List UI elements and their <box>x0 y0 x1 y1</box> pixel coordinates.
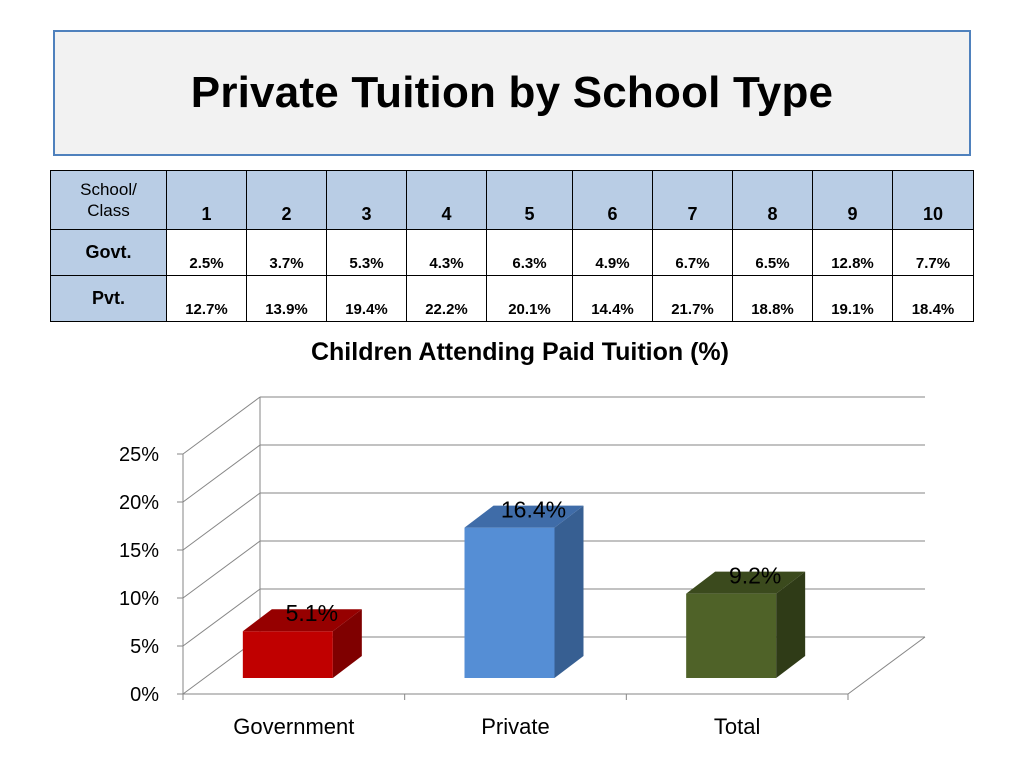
table-cell: 2.5% <box>166 229 247 276</box>
table-cell: 22.2% <box>406 275 487 322</box>
tuition-table: School/ Class 1 2 3 4 5 6 7 8 9 10 Govt.… <box>50 170 974 322</box>
table-cell: 12.8% <box>812 229 893 276</box>
row-label: Pvt. <box>50 275 167 322</box>
page-title: Private Tuition by School Type <box>190 68 834 117</box>
row-label: Govt. <box>50 229 167 276</box>
x-category-label: Government <box>233 714 354 739</box>
table-cell: 19.1% <box>812 275 893 322</box>
y-tick-label: 20% <box>119 492 159 514</box>
class-header: 2 <box>246 170 327 230</box>
table-cell: 14.4% <box>572 275 653 322</box>
bar-front-total <box>686 593 777 678</box>
bar-front-private <box>464 527 555 678</box>
corner-label-class: Class <box>87 201 130 220</box>
bar-front-government <box>242 631 333 678</box>
class-header: 10 <box>892 170 974 230</box>
table-cell: 5.3% <box>326 229 407 276</box>
y-tick-label: 10% <box>119 588 159 610</box>
table-row-pvt: Pvt. 12.7% 13.9% 19.4% 22.2% 20.1% 14.4%… <box>50 275 974 322</box>
class-header: 7 <box>652 170 733 230</box>
y-tick-label: 0% <box>130 684 159 706</box>
class-header: 5 <box>486 170 573 230</box>
table-header-row: School/ Class 1 2 3 4 5 6 7 8 9 10 <box>50 170 974 230</box>
table-cell: 18.8% <box>732 275 813 322</box>
bar-top-total <box>686 571 806 594</box>
gridline-side <box>182 588 261 647</box>
class-header: 9 <box>812 170 893 230</box>
x-category-label: Total <box>714 714 760 739</box>
y-tick-label: 15% <box>119 540 159 562</box>
x-category-label: Private <box>481 714 549 739</box>
table-row-govt: Govt. 2.5% 3.7% 5.3% 4.3% 6.3% 4.9% 6.7%… <box>50 229 974 276</box>
class-header: 3 <box>326 170 407 230</box>
gridline-side <box>182 444 261 503</box>
bar-top-private <box>464 505 584 528</box>
gridline-side <box>182 540 261 599</box>
bar-side-private <box>554 505 584 678</box>
chart-title: Children Attending Paid Tuition (%) <box>310 338 729 366</box>
data-label: 9.2% <box>729 563 781 589</box>
table-cell: 12.7% <box>166 275 247 322</box>
class-header: 8 <box>732 170 813 230</box>
data-label: 16.4% <box>501 497 566 523</box>
table-cell: 18.4% <box>892 275 974 322</box>
table-cell: 6.3% <box>486 229 573 276</box>
data-label: 5.1% <box>286 600 338 626</box>
gridline-side <box>182 396 261 455</box>
y-tick-label: 25% <box>119 444 159 466</box>
bar-top-government <box>242 609 362 632</box>
table-cell: 13.9% <box>246 275 327 322</box>
title-box: Private Tuition by School Type <box>53 30 971 156</box>
floor-edge <box>847 636 926 695</box>
table-cell: 21.7% <box>652 275 733 322</box>
corner-label-school: School/ <box>80 180 137 199</box>
table-cell: 7.7% <box>892 229 974 276</box>
y-tick-label: 5% <box>130 636 159 658</box>
bar-side-government <box>332 609 362 678</box>
table-cell: 4.9% <box>572 229 653 276</box>
gridline-side <box>182 492 261 551</box>
table-cell: 20.1% <box>486 275 573 322</box>
bar-side-total <box>776 571 806 678</box>
